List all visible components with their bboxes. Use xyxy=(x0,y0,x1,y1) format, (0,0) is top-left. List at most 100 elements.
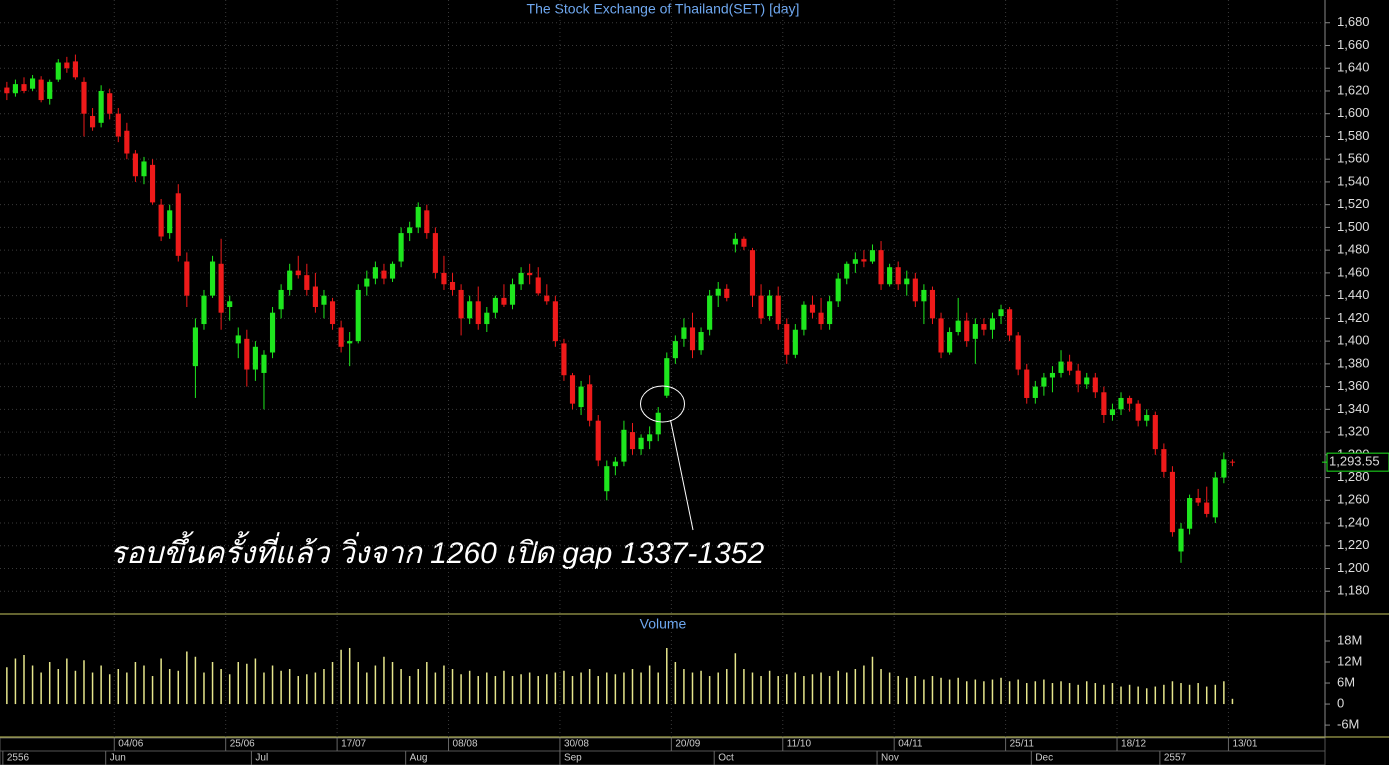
volume-bar xyxy=(794,672,797,705)
volume-bar xyxy=(443,665,445,705)
candle-body xyxy=(201,295,207,325)
volume-bar xyxy=(614,674,617,705)
candle-body xyxy=(89,115,96,128)
candle-body xyxy=(149,164,156,203)
candle-body xyxy=(441,272,447,285)
volume-bar xyxy=(434,672,437,705)
candle-body xyxy=(4,87,10,94)
volume-bar xyxy=(631,669,634,705)
volume-bar xyxy=(1051,683,1054,705)
volume-bar xyxy=(1231,698,1234,705)
volume-bar xyxy=(623,672,625,705)
volume-bar xyxy=(871,656,874,705)
candle-body xyxy=(304,275,310,290)
volume-bar xyxy=(211,662,214,705)
candle-body xyxy=(175,193,181,256)
volume-bar xyxy=(1103,684,1105,705)
candle-body xyxy=(12,84,18,94)
volume-bar xyxy=(408,676,411,705)
candle-body xyxy=(192,327,198,367)
candle-body xyxy=(338,327,344,347)
volume-bar xyxy=(854,669,857,705)
candle-body xyxy=(929,289,936,319)
candle-body xyxy=(449,281,456,290)
volume-bar xyxy=(1017,679,1019,705)
candle-body xyxy=(844,263,850,279)
volume-bar xyxy=(666,647,668,705)
candle-body xyxy=(732,238,738,245)
volume-bar xyxy=(288,669,291,705)
volume-bar xyxy=(357,662,359,705)
volume-bar xyxy=(57,669,60,705)
candle-body xyxy=(1015,335,1021,370)
volume-bar xyxy=(597,676,599,705)
y-tick-label: 1,500 xyxy=(1337,219,1370,234)
candle-body xyxy=(518,272,524,285)
last-value-label: 1,293.55 xyxy=(1329,454,1380,469)
candle-body xyxy=(355,289,361,342)
volume-bar xyxy=(331,662,334,705)
volume-bar xyxy=(966,681,968,705)
volume-bar xyxy=(1043,679,1045,705)
y-tick-label: 1,580 xyxy=(1337,128,1370,143)
volume-bar xyxy=(743,669,745,705)
volume-bar xyxy=(91,672,94,705)
candle-body xyxy=(21,84,27,91)
volume-bar xyxy=(1008,681,1011,705)
candle-body xyxy=(621,429,627,462)
volume-bar xyxy=(1145,688,1148,705)
candle-body xyxy=(475,301,481,325)
candle-body xyxy=(1084,377,1090,385)
volume-bar xyxy=(640,672,642,705)
volume-bar xyxy=(14,658,17,705)
candle-body xyxy=(1067,361,1073,371)
candle-body xyxy=(55,62,61,80)
volume-bar xyxy=(203,672,205,705)
volume-bar xyxy=(648,665,651,705)
volume-bar xyxy=(1094,683,1097,705)
candle-body xyxy=(1169,471,1176,533)
candle-body xyxy=(707,295,713,330)
x-tick-label: 20/09 xyxy=(675,739,700,750)
volume-bar xyxy=(220,669,222,705)
volume-bar xyxy=(83,660,85,705)
candle-body xyxy=(72,61,78,78)
volume-bar xyxy=(897,676,899,705)
y-tick-label: -6M xyxy=(1337,717,1359,732)
x-tick-label: 2556 xyxy=(7,753,30,764)
volume-bar xyxy=(837,670,839,705)
volume-bar xyxy=(674,662,677,705)
candle-body xyxy=(904,278,910,285)
candle-body xyxy=(209,261,216,296)
candle-body xyxy=(989,318,996,330)
candle-body xyxy=(492,297,498,313)
candle-body xyxy=(552,301,558,342)
candle-body xyxy=(544,295,550,302)
candle-body xyxy=(767,295,773,317)
y-tick-label: 6M xyxy=(1337,674,1355,689)
volume-bar xyxy=(417,669,419,705)
y-tick-label: 1,620 xyxy=(1337,82,1370,97)
volume-bar xyxy=(828,676,831,705)
volume-bar xyxy=(571,676,574,705)
volume-bar xyxy=(768,670,771,705)
x-tick-label: Aug xyxy=(410,753,428,764)
volume-bar xyxy=(717,672,719,705)
y-tick-label: 12M xyxy=(1337,653,1362,668)
volume-bar xyxy=(580,672,582,705)
volume-bar xyxy=(940,677,942,705)
volume-bar xyxy=(263,672,265,705)
x-tick-label: Dec xyxy=(1035,753,1053,764)
x-tick-label: 08/08 xyxy=(453,739,478,750)
candle-body xyxy=(955,320,961,333)
candle-body xyxy=(801,304,807,330)
y-tick-label: 18M xyxy=(1337,632,1362,647)
volume-bar xyxy=(160,658,162,705)
volume-bar xyxy=(348,647,351,705)
volume-bar xyxy=(1154,686,1157,705)
volume-bar xyxy=(1120,686,1122,705)
volume-bar xyxy=(906,677,908,705)
candle-body xyxy=(638,437,644,450)
volume-bar xyxy=(168,669,171,705)
y-tick-label: 1,320 xyxy=(1337,424,1370,439)
